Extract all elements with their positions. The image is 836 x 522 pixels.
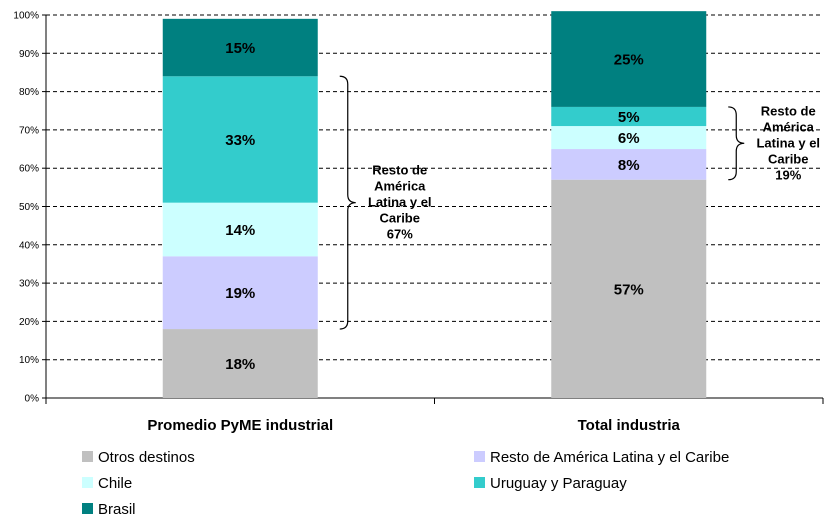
y-tick-label: 40% <box>19 240 39 251</box>
annotation-text: 67% <box>387 227 413 242</box>
data-label: 18% <box>225 356 255 373</box>
legend-swatch-brasil <box>82 503 93 514</box>
data-label: 14% <box>225 222 255 239</box>
legend-label: Chile <box>98 475 132 492</box>
annotation-text: América <box>763 119 815 134</box>
y-tick-label: 90% <box>19 49 39 60</box>
x-category-label: Promedio PyME industrial <box>147 417 333 434</box>
annotation-text: Caribe <box>768 151 808 166</box>
annotation-text: 19% <box>775 167 801 182</box>
annotation-text: América <box>374 179 426 194</box>
legend-swatch-resto-de-america-latina-y-el-caribe <box>474 451 485 462</box>
annotation-text: Caribe <box>380 211 420 226</box>
bar-segment-uruguay-y-paraguay <box>551 106 707 127</box>
data-label: 15% <box>225 40 255 57</box>
legend-label: Brasil <box>98 501 136 518</box>
data-label: 33% <box>225 132 255 149</box>
bar-segment-uruguay-y-paraguay <box>162 76 318 203</box>
bar-segment-brasil <box>162 18 318 77</box>
annotation-text: Resto de <box>761 103 816 118</box>
y-tick-label: 100% <box>13 11 39 22</box>
y-tick-label: 70% <box>19 125 39 136</box>
x-category-label: Total industria <box>578 417 681 434</box>
legend-label: Resto de América Latina y el Caribe <box>490 449 729 466</box>
brace <box>728 106 745 181</box>
bar-segment-chile <box>551 126 707 150</box>
bar-segment-resto-de-america-latina-y-el-caribe <box>162 256 318 330</box>
bar-segment-resto-de-america-latina-y-el-caribe <box>551 149 707 180</box>
data-label: 8% <box>618 157 640 174</box>
bar-segment-chile <box>162 202 318 257</box>
legend-swatch-otros-destinos <box>82 451 93 462</box>
y-tick-label: 30% <box>19 279 39 290</box>
data-label: 57% <box>614 281 644 298</box>
legend-swatch-uruguay-y-paraguay <box>474 477 485 488</box>
y-tick-label: 0% <box>25 394 40 405</box>
legend-label: Otros destinos <box>98 449 195 466</box>
bar-segment-brasil <box>551 11 707 107</box>
y-tick-label: 80% <box>19 87 39 98</box>
data-label: 25% <box>614 52 644 69</box>
y-tick-label: 50% <box>19 202 39 213</box>
legend-swatch-chile <box>82 477 93 488</box>
y-tick-label: 20% <box>19 317 39 328</box>
brace <box>339 75 356 330</box>
bar-segment-otros-destinos <box>162 329 318 398</box>
data-label: 6% <box>618 130 640 147</box>
bar-segment-otros-destinos <box>551 179 707 398</box>
data-label: 19% <box>225 285 255 302</box>
annotation-text: Latina y el <box>756 135 820 150</box>
legend-label: Uruguay y Paraguay <box>490 475 627 492</box>
y-tick-label: 60% <box>19 164 39 175</box>
annotation-text: Latina y el <box>368 195 432 210</box>
annotation-text: Resto de <box>372 163 427 178</box>
data-label: 5% <box>618 109 640 126</box>
y-tick-label: 10% <box>19 355 39 366</box>
